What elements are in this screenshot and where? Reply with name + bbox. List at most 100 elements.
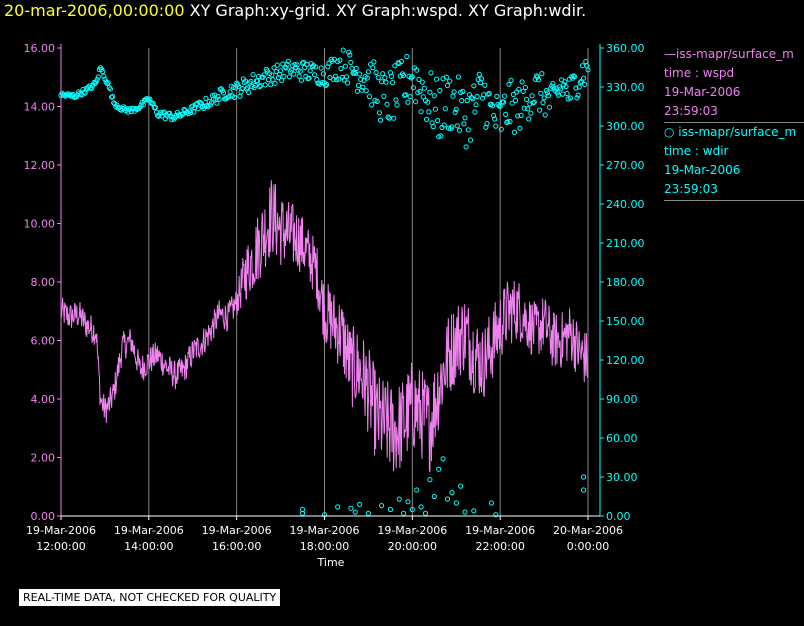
wdir-point (477, 80, 483, 86)
wdir-point (292, 61, 298, 68)
x-tick-time: 20:00:00 (388, 540, 437, 553)
wdir-point (494, 93, 500, 100)
wdir-point (577, 79, 583, 86)
wdir-point (307, 68, 313, 74)
right-tick-label: 210.00 (606, 237, 645, 250)
wdir-point (81, 89, 87, 95)
wdir-point (230, 84, 236, 91)
wdir-point (373, 69, 379, 76)
wdir-point (291, 71, 297, 77)
wdir-point (371, 59, 377, 65)
wdir-point (558, 86, 564, 92)
wdir-point (444, 496, 451, 502)
wdir-point (526, 116, 532, 122)
wdir-point (454, 123, 460, 129)
wdir-point (262, 82, 268, 88)
wdir-point (416, 76, 422, 83)
right-tick-label: 60.00 (606, 432, 638, 445)
legend-wspd: —iss-mapr/surface_m time : wspd 19-Mar-2… (664, 45, 804, 123)
right-tick-label: 360.00 (606, 42, 645, 55)
wdir-point (431, 493, 437, 500)
wdir-point (140, 102, 146, 108)
wdir-point (505, 119, 511, 125)
wdir-point (296, 73, 302, 79)
wdir-point (386, 115, 392, 121)
wdir-point (384, 101, 390, 107)
wdir-point (550, 80, 556, 86)
wdir-point (353, 65, 359, 72)
wdir-point (502, 93, 508, 99)
wdir-point (453, 500, 459, 506)
wdir-point (324, 81, 330, 88)
x-tick-date: 19-Mar-2006 (290, 524, 360, 537)
wdir-point (174, 109, 180, 115)
wdir-point (379, 79, 385, 85)
wdir-point (268, 82, 274, 88)
wspd-line (60, 180, 588, 473)
wdir-point (409, 506, 415, 513)
wdir-point (95, 74, 101, 80)
wdir-point (517, 125, 523, 131)
wdir-point (536, 77, 542, 83)
wdir-point (269, 72, 275, 78)
wdir-point (522, 84, 529, 91)
wdir-point (463, 144, 469, 150)
wdir-point (189, 104, 195, 110)
wdir-point (380, 71, 386, 77)
right-tick-label: 180.00 (606, 276, 645, 289)
wdir-point (298, 77, 304, 83)
wdir-point (436, 466, 442, 472)
wdir-point (431, 93, 437, 99)
wdir-point (286, 74, 292, 80)
wdir-point (451, 89, 457, 95)
right-tick-label: 330.00 (606, 81, 645, 94)
wdir-point (245, 85, 251, 91)
wdir-point (542, 112, 548, 118)
wdir-point (319, 79, 325, 86)
wdir-point (312, 72, 318, 78)
wdir-point (531, 99, 537, 105)
left-tick-label: 0.00 (31, 510, 56, 523)
legend-wdir-date: 19-Mar-2006 (664, 163, 741, 177)
right-tick-label: 240.00 (606, 198, 645, 211)
title-date: 20-mar-2006,00:00:00 (4, 1, 185, 20)
wdir-point (540, 100, 546, 106)
left-tick-label: 6.00 (31, 335, 56, 348)
wdir-point (473, 102, 479, 108)
wdir-point (375, 75, 381, 81)
wdir-point (297, 68, 303, 74)
wdir-point (410, 85, 416, 91)
wdir-point (248, 78, 254, 85)
wdir-point (270, 77, 276, 83)
wdir-point (521, 105, 527, 111)
wdir-point (127, 105, 133, 112)
wdir-point (476, 71, 482, 78)
wdir-point (450, 93, 456, 99)
wdir-point (471, 508, 477, 514)
wdir-point (533, 73, 540, 79)
wdir-point (390, 80, 396, 86)
wdir-point (381, 93, 387, 99)
wdir-point (461, 121, 467, 127)
wdir-point (547, 104, 553, 110)
wdir-point (323, 83, 329, 89)
wdir-point (455, 74, 461, 80)
wdir-point (208, 100, 214, 106)
wdir-point (82, 90, 88, 96)
wdir-point (398, 58, 404, 65)
wdir-point (214, 100, 220, 106)
wdir-point (404, 53, 410, 60)
wdir-point (409, 74, 415, 80)
wdir-point (430, 124, 436, 130)
wdir-point (215, 93, 221, 100)
wdir-point (393, 97, 399, 103)
wdir-point (246, 89, 252, 96)
wdir-point (358, 76, 364, 83)
wdir-point (107, 86, 114, 92)
wdir-point (365, 510, 371, 517)
wdir-point (405, 499, 411, 505)
wdir-point (432, 106, 438, 112)
x-tick-date: 20-Mar-2006 (553, 524, 623, 537)
wdir-point (357, 501, 363, 507)
wdir-series (58, 47, 591, 518)
